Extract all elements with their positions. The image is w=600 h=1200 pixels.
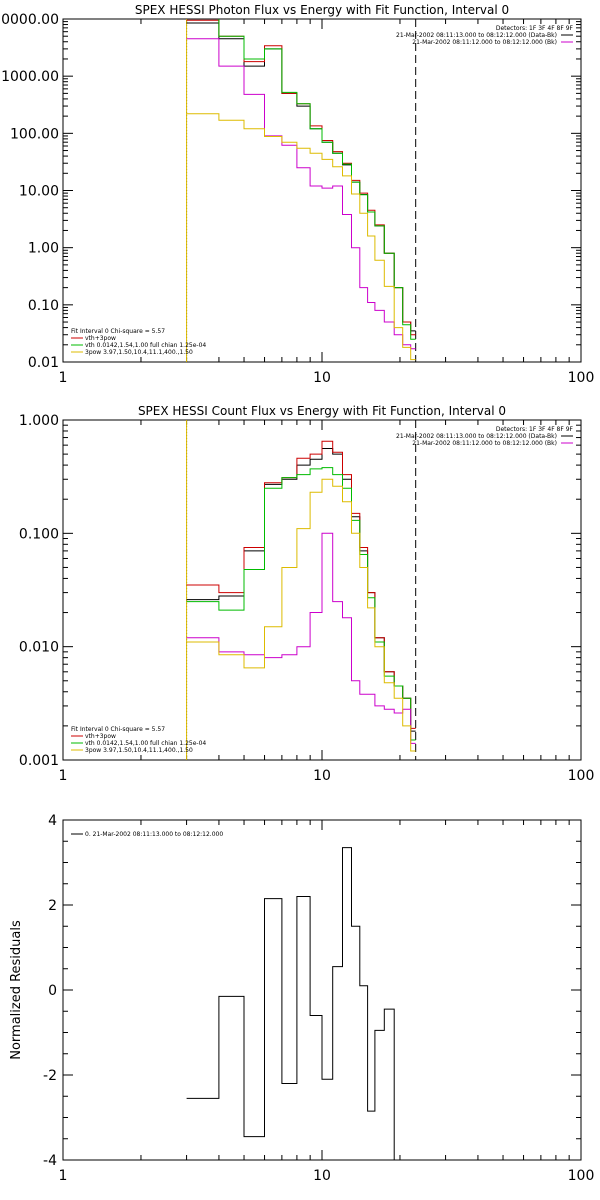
x-tick-label: 1 bbox=[59, 370, 68, 386]
y-tick-label: 10.00 bbox=[19, 184, 59, 200]
legend-entry: 3pow 3.97,1.50,10.4,11.1,400.,1.50 bbox=[85, 349, 193, 356]
series-4-line bbox=[186, 113, 416, 361]
chart-title: SPEX HESSI Count Flux vs Energy with Fit… bbox=[138, 404, 506, 418]
legend-entry: 21-Mar-2002 08:11:13.000 to 08:12:12.000… bbox=[396, 433, 557, 440]
series-2-line bbox=[218, 19, 416, 340]
legend-entry: Fit Interval 0 Chi-square = 5.57 bbox=[71, 328, 165, 335]
series-0-line bbox=[186, 847, 395, 1160]
x-tick-label: 1 bbox=[59, 1168, 68, 1184]
chart-2: 1 10 100 4 2 0 -2 -4 Normalized Residuals 0. 21-M… bbox=[9, 813, 594, 1184]
y-tick-label: 1.00 bbox=[28, 241, 59, 257]
legend-entry: Detectors: 1F 3F 4F 8F 9F bbox=[496, 25, 574, 32]
plot-frame bbox=[62, 819, 582, 1161]
y-tick-label: 1000.00 bbox=[1, 69, 59, 85]
series-2-line bbox=[186, 467, 416, 741]
legend-entry: vth 0.0142,1.54,1.00 full chian 1.25e-04 bbox=[85, 342, 206, 349]
series-1-line bbox=[186, 19, 416, 336]
y-tick-label: 1.000 bbox=[19, 413, 59, 429]
y-tick-label: -4 bbox=[43, 1153, 57, 1169]
x-tick-label: 10 bbox=[313, 370, 331, 386]
legend-entry: 0. 21-Mar-2002 08:11:13.000 to 08:12:12.… bbox=[85, 831, 223, 838]
y-tick-label: -2 bbox=[43, 1068, 57, 1084]
legend-entry: Detectors: 1F 3F 4F 8F 9F bbox=[496, 426, 574, 433]
x-tick-label: 1 bbox=[59, 768, 68, 784]
x-tick-label: 10 bbox=[313, 1168, 331, 1184]
y-tick-label: 0.10 bbox=[28, 298, 59, 314]
x-tick-label: 100 bbox=[568, 1168, 595, 1184]
y-tick-label: 0.100 bbox=[19, 526, 59, 542]
y-tick-label: 2 bbox=[48, 898, 57, 914]
y-tick-label: 0 bbox=[48, 983, 57, 999]
legend-entry: vth 0.0142,1.54,1.00 full chian 1.25e-04 bbox=[85, 740, 206, 747]
series-4-line bbox=[186, 478, 416, 752]
x-tick-label: 100 bbox=[568, 370, 595, 386]
series-3-line bbox=[186, 38, 416, 350]
plot-frame bbox=[62, 18, 582, 363]
y-tick-label: 100.00 bbox=[10, 126, 59, 142]
x-tick-label: 10 bbox=[313, 768, 331, 784]
chart-1: SPEX HESSI Count Flux vs Energy with Fit… bbox=[19, 404, 594, 784]
legend-entry: 21-Mar-2002 08:11:12.000 to 08:12:12.000… bbox=[412, 440, 557, 447]
series-0-line bbox=[186, 22, 416, 332]
y-tick-label: 4 bbox=[48, 813, 57, 829]
legend-entry: vth+3pow bbox=[85, 733, 116, 740]
y-tick-label: 0.01 bbox=[28, 355, 59, 371]
legend-entry: 3pow 3.97,1.50,10.4,11.1,400.,1.50 bbox=[85, 747, 193, 754]
chart-title: SPEX HESSI Photon Flux vs Energy with Fi… bbox=[135, 3, 509, 17]
series-0-line bbox=[186, 448, 416, 732]
chart-0: SPEX HESSI Photon Flux vs Energy with Fi… bbox=[0, 3, 594, 386]
series-1-line bbox=[186, 440, 416, 729]
y-tick-label: 0.010 bbox=[19, 640, 59, 656]
legend-entry: vth+3pow bbox=[85, 335, 116, 342]
x-tick-label: 100 bbox=[568, 768, 595, 784]
series-3-line bbox=[186, 532, 416, 744]
legend-entry: Fit Interval 0 Chi-square = 5.57 bbox=[71, 726, 165, 733]
y-tick-label: 0.001 bbox=[19, 753, 59, 769]
legend-entry: 21-Mar-2002 08:11:12.000 to 08:12:12.000… bbox=[412, 39, 557, 46]
y-axis-label: Normalized Residuals bbox=[9, 920, 24, 1060]
legend-entry: 21-Mar-2002 08:11:13.000 to 08:12:12.000… bbox=[396, 32, 557, 39]
